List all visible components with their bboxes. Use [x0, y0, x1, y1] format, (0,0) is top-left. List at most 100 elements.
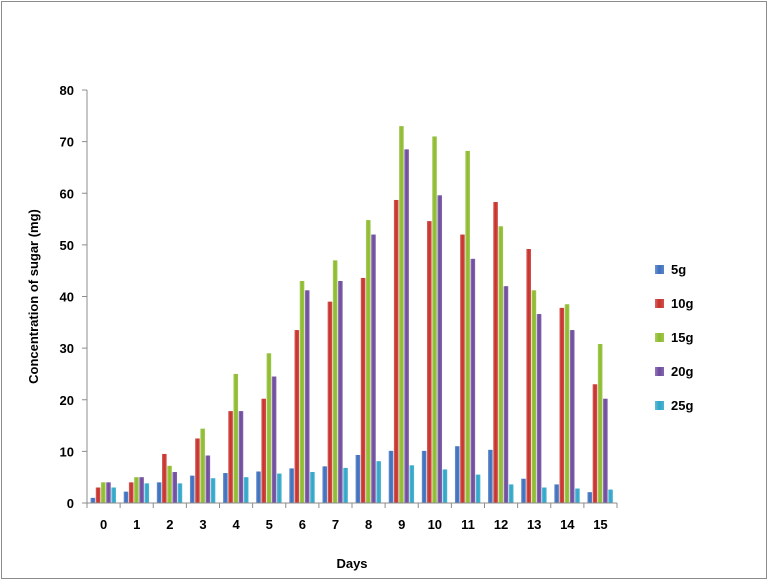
- legend-swatch-15g: [655, 333, 664, 342]
- bar-10g-day-14: [559, 307, 565, 503]
- bar-20g-day-0: [106, 482, 111, 503]
- x-tick-label: 8: [365, 517, 372, 532]
- x-tick-label: 13: [527, 517, 541, 532]
- bar-5g-day-12: [488, 449, 493, 503]
- y-tick-label: 60: [60, 186, 74, 201]
- bar-10g-day-15: [592, 384, 598, 503]
- bar-25g-day-6: [310, 472, 315, 503]
- bar-10g-day-6: [294, 330, 300, 503]
- y-tick-label: 80: [60, 83, 74, 98]
- legend-swatch-20g: [655, 367, 664, 376]
- bar-15g-day-0: [100, 482, 106, 503]
- legend-label-25g: 25g: [671, 398, 693, 413]
- bar-10g-day-1: [128, 482, 134, 503]
- x-tick-label: 10: [428, 517, 442, 532]
- bar-10g-day-7: [327, 301, 333, 503]
- bar-20g-day-14: [569, 330, 575, 503]
- x-tick-label: 0: [100, 517, 107, 532]
- bar-15g-day-11: [465, 150, 470, 504]
- legend-swatch-5g: [655, 265, 664, 274]
- bar-15g-day-7: [332, 260, 338, 503]
- y-tick-label: 30: [60, 341, 74, 356]
- bar-5g-day-8: [355, 454, 361, 503]
- bar-25g-day-11: [475, 474, 481, 503]
- bar-25g-day-9: [409, 465, 415, 503]
- bar-5g-day-1: [123, 491, 129, 503]
- bar-20g-day-5: [271, 376, 277, 503]
- bar-20g-day-2: [172, 472, 178, 503]
- bar-10g-day-3: [195, 438, 200, 503]
- x-tick-label: 3: [199, 517, 206, 532]
- bar-20g-day-7: [338, 281, 343, 503]
- bar-10g-day-9: [393, 199, 399, 503]
- bar-15g-day-2: [167, 465, 172, 503]
- bar-15g-day-15: [597, 343, 603, 503]
- x-tick-label: 15: [593, 517, 607, 532]
- y-tick-label: 20: [60, 393, 74, 408]
- bar-15g-day-3: [200, 428, 205, 503]
- bar-10g-day-10: [427, 221, 432, 503]
- bar-5g-day-11: [454, 446, 460, 503]
- bar-10g-day-11: [460, 234, 465, 504]
- bar-5g-day-9: [388, 450, 394, 503]
- bar-5g-day-4: [223, 473, 228, 503]
- x-tick-label: 9: [398, 517, 405, 532]
- bar-10g-day-8: [360, 277, 366, 503]
- bar-20g-day-3: [205, 455, 211, 503]
- bar-5g-day-10: [421, 450, 427, 503]
- bar-25g-day-2: [177, 483, 183, 503]
- bar-15g-day-14: [564, 304, 570, 503]
- bar-20g-day-10: [437, 195, 443, 503]
- bar-15g-day-1: [134, 477, 139, 503]
- bar-10g-day-2: [162, 453, 167, 503]
- bar-5g-day-13: [521, 478, 526, 503]
- y-tick-label: 10: [60, 444, 74, 459]
- bar-10g-day-0: [95, 487, 101, 503]
- bar-20g-day-9: [404, 149, 409, 503]
- bar-15g-day-13: [531, 290, 537, 503]
- bar-20g-day-6: [304, 290, 310, 503]
- bar-20g-day-4: [238, 411, 244, 503]
- bar-20g-day-12: [503, 286, 509, 503]
- legend-label-15g: 15g: [671, 330, 693, 345]
- y-tick-labels: 0 10 20 30 40 50 60 70 80: [60, 83, 87, 511]
- legend-label-5g: 5g: [671, 262, 686, 277]
- bar-20g-day-8: [371, 234, 376, 504]
- bar-10g-day-12: [493, 202, 498, 503]
- y-axis-title: Concentration of sugar (mg): [26, 209, 41, 384]
- x-axis-title: Days: [336, 556, 367, 571]
- bar-25g-day-8: [376, 461, 381, 503]
- legend-swatch-25g: [655, 401, 664, 410]
- bar-15g-day-5: [266, 353, 272, 503]
- legend-label-10g: 10g: [671, 296, 693, 311]
- bar-25g-day-1: [144, 483, 150, 503]
- bar-25g-day-7: [343, 467, 348, 503]
- legend: 5g 10g 15g 20g 25g: [655, 262, 693, 413]
- bar-15g-day-10: [432, 136, 437, 503]
- x-tick-label: 12: [494, 517, 508, 532]
- x-tick-label: 6: [299, 517, 306, 532]
- bar-20g-day-1: [139, 477, 144, 503]
- bar-10g-day-4: [228, 411, 233, 503]
- bar-10g-day-5: [261, 398, 266, 503]
- bar-15g-day-6: [299, 281, 305, 503]
- bar-25g-day-4: [243, 477, 249, 503]
- bar-25g-day-14: [575, 488, 580, 503]
- bar-25g-day-5: [276, 473, 282, 503]
- legend-label-20g: 20g: [671, 364, 693, 379]
- bar-25g-day-12: [508, 484, 514, 503]
- bar-20g-day-13: [536, 314, 542, 503]
- bar-25g-day-10: [442, 469, 448, 503]
- y-tick-label: 40: [60, 290, 74, 305]
- x-tick-label: 11: [461, 517, 475, 532]
- bar-25g-day-13: [541, 487, 547, 503]
- bar-25g-day-3: [210, 478, 216, 503]
- bar-15g-day-9: [399, 126, 404, 503]
- bar-20g-day-15: [603, 398, 608, 503]
- bar-5g-day-14: [554, 484, 559, 503]
- bar-15g-day-12: [498, 226, 504, 504]
- x-tick-label: 1: [133, 517, 140, 532]
- y-tick-label: 70: [60, 135, 74, 150]
